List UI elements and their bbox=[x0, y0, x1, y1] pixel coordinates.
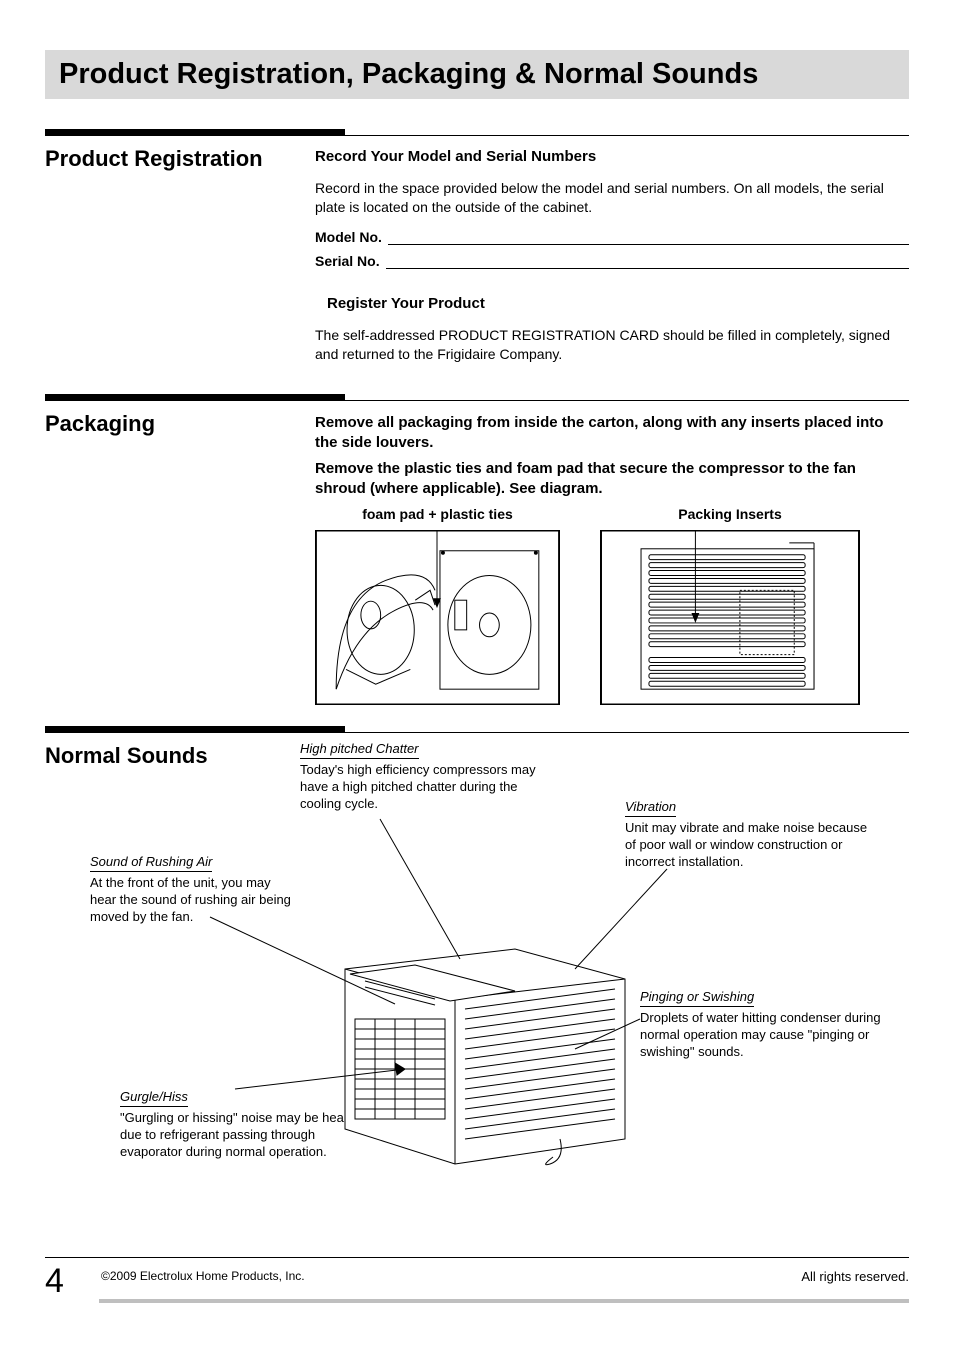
bold-pack2: Remove the plastic ties and foam pad tha… bbox=[315, 459, 909, 500]
section-rule bbox=[45, 726, 909, 733]
page-title: Product Registration, Packaging & Normal… bbox=[59, 58, 895, 91]
para-register: The self-addressed PRODUCT REGISTRATION … bbox=[315, 326, 909, 364]
rule-thick bbox=[45, 129, 345, 136]
rule-thick bbox=[45, 394, 345, 401]
diagram-internal-icon bbox=[315, 530, 560, 705]
para-record: Record in the space provided below the m… bbox=[315, 179, 909, 217]
sounds-diagram-area: High pitched Chatter Today's high effici… bbox=[45, 769, 909, 1239]
heading-registration: Product Registration bbox=[45, 146, 305, 172]
section-sounds: Normal Sounds High pitched Chatter Today… bbox=[45, 739, 909, 1239]
sidebar-sounds: Normal Sounds bbox=[45, 739, 315, 769]
page-footer: 4 ©2009 Electrolux Home Products, Inc. A… bbox=[45, 1257, 909, 1301]
section-rule bbox=[45, 394, 909, 401]
page-number: 4 bbox=[45, 1262, 95, 1301]
footer-accent bbox=[99, 1299, 909, 1303]
leader-lines-icon bbox=[45, 769, 915, 1189]
diagram-inserts-icon bbox=[600, 530, 860, 705]
rule-thick bbox=[45, 726, 345, 733]
sidebar-packaging: Packaging bbox=[45, 407, 315, 708]
section-rule bbox=[45, 129, 909, 136]
heading-sounds: Normal Sounds bbox=[45, 743, 305, 769]
subhead-register: Register Your Product bbox=[327, 295, 909, 312]
rights: All rights reserved. bbox=[801, 1269, 909, 1294]
diagram-row: foam pad + plastic ties bbox=[315, 506, 909, 708]
diagram-label-foam: foam pad + plastic ties bbox=[315, 506, 560, 522]
line-model[interactable] bbox=[388, 231, 909, 245]
content-packaging: Remove all packaging from inside the car… bbox=[315, 407, 909, 708]
sidebar-registration: Product Registration bbox=[45, 142, 315, 376]
rule-thin bbox=[345, 400, 909, 401]
bold-pack1: Remove all packaging from inside the car… bbox=[315, 413, 909, 454]
callout-chatter-title: High pitched Chatter bbox=[300, 741, 419, 760]
copyright: ©2009 Electrolux Home Products, Inc. bbox=[95, 1269, 801, 1293]
diagram-label-inserts: Packing Inserts bbox=[600, 506, 860, 522]
section-registration: Product Registration Record Your Model a… bbox=[45, 142, 909, 376]
heading-packaging: Packaging bbox=[45, 411, 305, 437]
rule-thin bbox=[345, 732, 909, 733]
field-serial: Serial No. bbox=[315, 253, 909, 269]
diagram-inserts-col: Packing Inserts bbox=[600, 506, 860, 708]
label-serial: Serial No. bbox=[315, 253, 380, 269]
content-registration: Record Your Model and Serial Numbers Rec… bbox=[315, 142, 909, 376]
diagram-internal-col: foam pad + plastic ties bbox=[315, 506, 560, 708]
label-model: Model No. bbox=[315, 229, 382, 245]
rule-thin bbox=[345, 135, 909, 136]
line-serial[interactable] bbox=[386, 255, 909, 269]
subhead-record: Record Your Model and Serial Numbers bbox=[315, 148, 909, 165]
page-title-bar: Product Registration, Packaging & Normal… bbox=[45, 50, 909, 99]
field-model: Model No. bbox=[315, 229, 909, 245]
section-packaging: Packaging Remove all packaging from insi… bbox=[45, 407, 909, 708]
